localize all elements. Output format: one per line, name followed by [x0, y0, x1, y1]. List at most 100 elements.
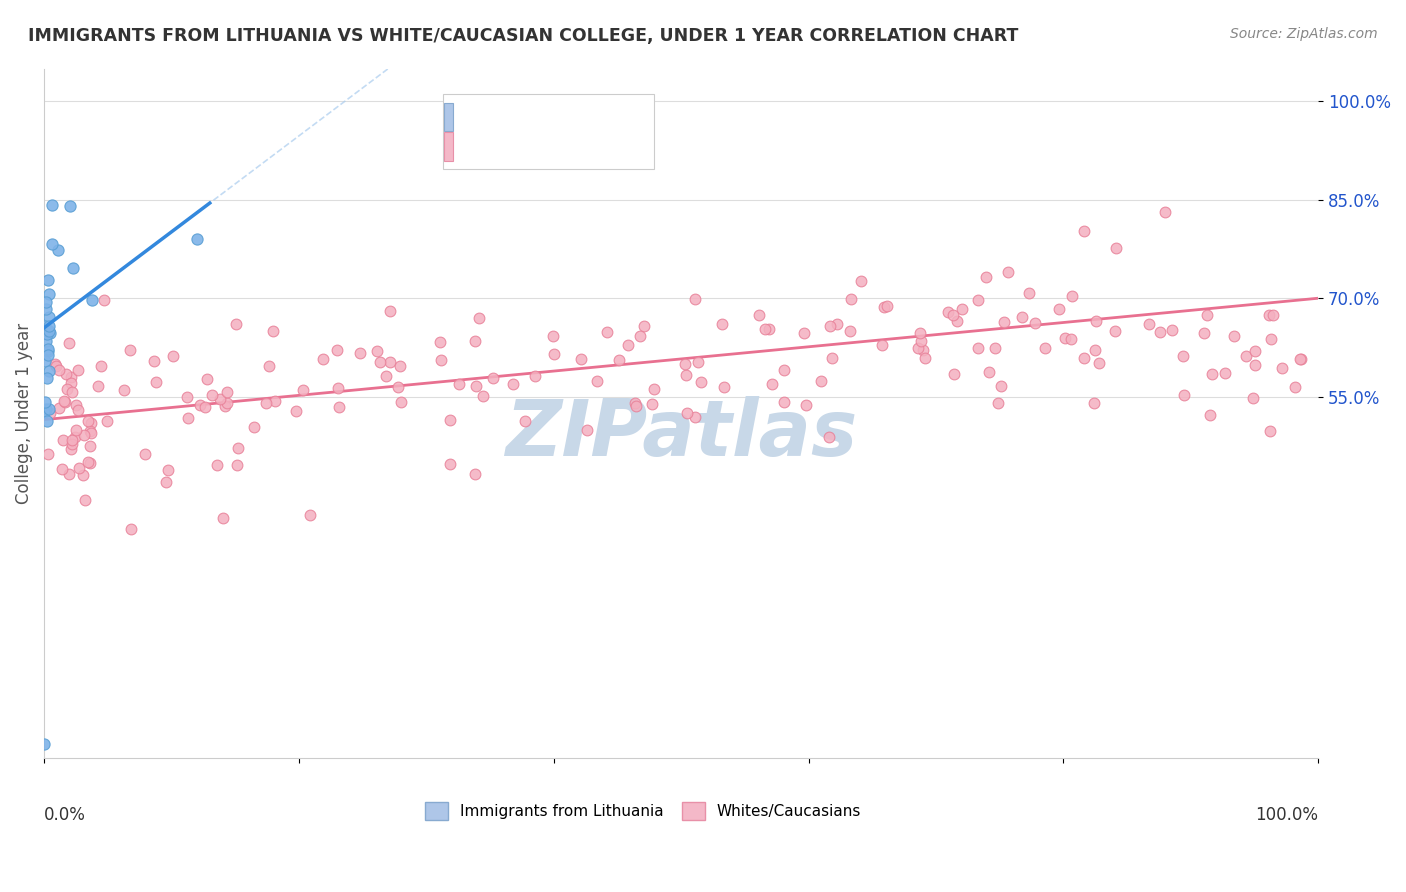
Point: [225, 458, 247, 472]
Point: [38, 310, 60, 325]
Point: [80, 293, 103, 307]
Point: [987, 396, 1010, 410]
Point: [65, 424, 87, 438]
Point: [375, 369, 398, 384]
Point: [145, 375, 167, 389]
Point: [429, 335, 451, 350]
Point: [1284, 380, 1306, 394]
Text: Source: ZipAtlas.com: Source: ZipAtlas.com: [1230, 27, 1378, 41]
Point: [1137, 318, 1160, 332]
Point: [58, 335, 80, 350]
Point: [1160, 322, 1182, 336]
Point: [942, 309, 965, 323]
Point: [543, 347, 565, 361]
Point: [839, 293, 862, 307]
Point: [155, 475, 177, 489]
Text: ZIPatlas: ZIPatlas: [505, 396, 858, 472]
Point: [910, 334, 932, 348]
Point: [217, 396, 239, 410]
Point: [1154, 205, 1177, 219]
Point: [1201, 368, 1223, 382]
Point: [38, 318, 60, 333]
Point: [60, 376, 83, 390]
Point: [873, 301, 896, 315]
Point: [1033, 341, 1056, 355]
Point: [79, 440, 101, 454]
Point: [1223, 329, 1246, 343]
Point: [38, 324, 60, 338]
Point: [912, 343, 935, 357]
Point: [1258, 308, 1281, 322]
Point: [1083, 396, 1105, 410]
Text: 30: 30: [564, 108, 586, 122]
Point: [711, 318, 734, 332]
Point: [633, 318, 655, 333]
Point: [817, 430, 839, 444]
Point: [447, 377, 470, 392]
Point: [48, 401, 70, 415]
Point: [60, 433, 83, 447]
Point: [328, 400, 350, 414]
Point: [48, 363, 70, 377]
Point: [51, 461, 73, 475]
Point: [946, 313, 969, 327]
Point: [118, 343, 141, 358]
Point: [464, 334, 486, 348]
Point: [378, 355, 401, 369]
Text: 100.0%: 100.0%: [1256, 805, 1319, 824]
Point: [586, 374, 609, 388]
Point: [1084, 343, 1107, 357]
Point: [967, 293, 990, 308]
Point: [257, 359, 280, 373]
Point: [37, 447, 59, 461]
Point: [1011, 310, 1033, 324]
Point: [39, 326, 62, 340]
Point: [39, 407, 62, 421]
Point: [1073, 351, 1095, 365]
Point: [73, 428, 96, 442]
Point: [1054, 331, 1077, 345]
Point: [472, 389, 495, 403]
Point: [683, 293, 706, 307]
Point: [55, 367, 77, 381]
Point: [262, 324, 284, 338]
Point: [67, 461, 90, 475]
Point: [758, 322, 780, 336]
Point: [1171, 349, 1194, 363]
Point: [821, 351, 844, 366]
Point: [96, 414, 118, 428]
Legend: Immigrants from Lithuania, Whites/Caucasians: Immigrants from Lithuania, Whites/Caucas…: [412, 789, 873, 832]
Point: [59, 199, 82, 213]
Point: [389, 395, 412, 409]
Point: [1195, 308, 1218, 322]
Point: [90, 359, 112, 373]
Text: 0.0%: 0.0%: [44, 805, 86, 824]
Point: [1288, 352, 1310, 367]
Point: [79, 424, 101, 438]
Point: [810, 375, 832, 389]
Point: [34, 353, 56, 368]
Point: [596, 325, 619, 339]
Point: [673, 357, 696, 371]
Point: [226, 441, 249, 455]
Point: [326, 343, 349, 357]
Point: [112, 383, 135, 397]
Point: [990, 379, 1012, 393]
Point: [624, 399, 647, 413]
Point: [38, 402, 60, 417]
Point: [37, 348, 59, 362]
Point: [53, 394, 76, 409]
Point: [79, 456, 101, 470]
Point: [195, 372, 218, 386]
Point: [1215, 366, 1237, 380]
Point: [1261, 308, 1284, 322]
Point: [34, 301, 56, 316]
Point: [1060, 332, 1083, 346]
Point: [37, 273, 59, 287]
Point: [35, 414, 58, 428]
Point: [38, 364, 60, 378]
Point: [76, 455, 98, 469]
Point: [870, 338, 893, 352]
Point: [53, 395, 76, 409]
Point: [72, 468, 94, 483]
